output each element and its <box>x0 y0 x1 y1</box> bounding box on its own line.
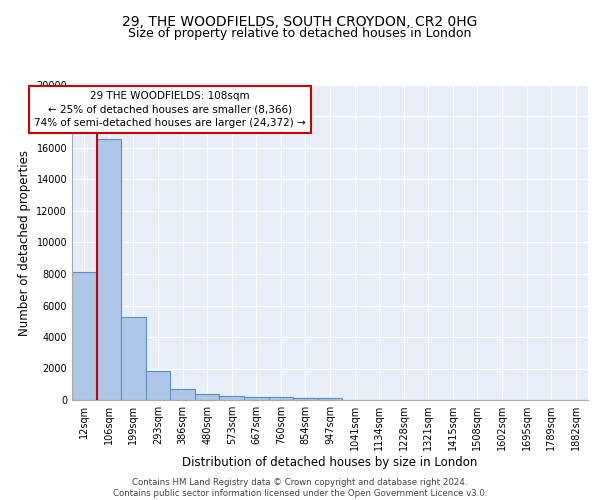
Bar <box>318 398 342 400</box>
Bar <box>195 394 220 400</box>
Bar <box>170 389 195 400</box>
Text: Size of property relative to detached houses in London: Size of property relative to detached ho… <box>128 28 472 40</box>
Bar <box>121 316 146 400</box>
Bar <box>72 272 97 400</box>
Bar <box>269 398 293 400</box>
Text: Contains HM Land Registry data © Crown copyright and database right 2024.
Contai: Contains HM Land Registry data © Crown c… <box>113 478 487 498</box>
Bar <box>220 396 244 400</box>
Bar <box>97 138 121 400</box>
Bar <box>293 398 318 400</box>
X-axis label: Distribution of detached houses by size in London: Distribution of detached houses by size … <box>182 456 478 469</box>
Bar <box>146 371 170 400</box>
Text: 29 THE WOODFIELDS: 108sqm
← 25% of detached houses are smaller (8,366)
74% of se: 29 THE WOODFIELDS: 108sqm ← 25% of detac… <box>34 92 306 128</box>
Bar <box>244 397 269 400</box>
Text: 29, THE WOODFIELDS, SOUTH CROYDON, CR2 0HG: 29, THE WOODFIELDS, SOUTH CROYDON, CR2 0… <box>122 15 478 29</box>
Y-axis label: Number of detached properties: Number of detached properties <box>18 150 31 336</box>
